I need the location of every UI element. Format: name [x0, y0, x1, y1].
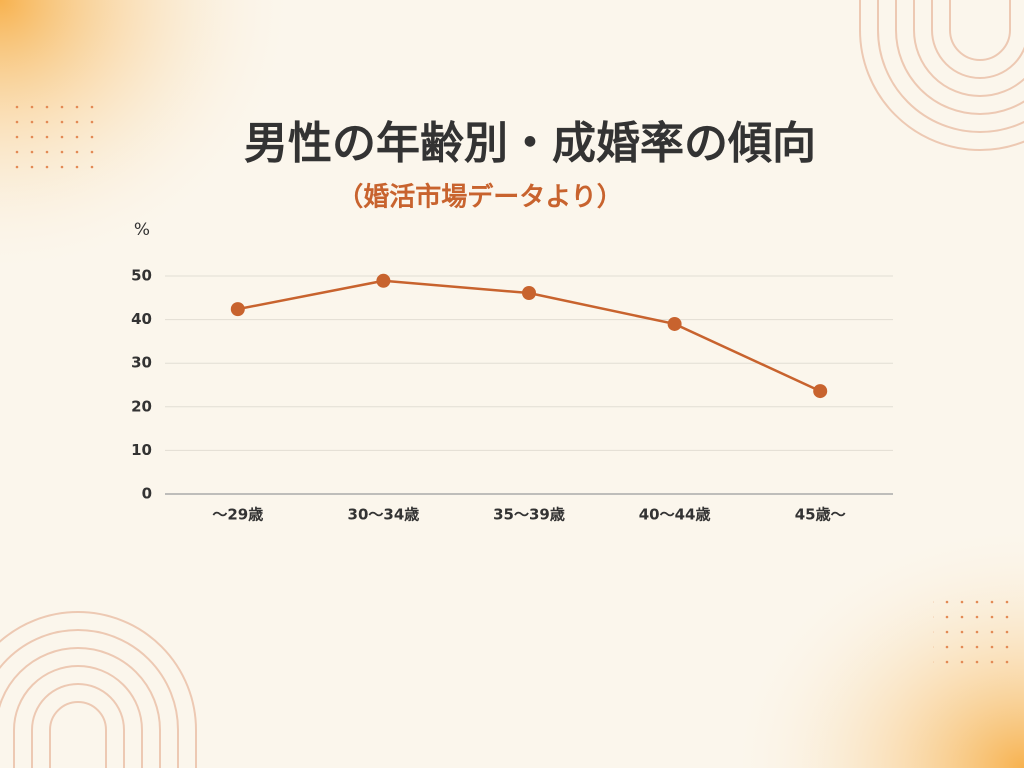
dot-grid — [933, 593, 1013, 669]
dot-grid — [10, 100, 105, 176]
x-tick-label: 30～34歳 — [348, 506, 420, 524]
x-tick-label: 45歳～ — [795, 506, 846, 524]
y-tick-label: 20 — [131, 397, 152, 415]
y-tick-label: 50 — [131, 267, 152, 285]
y-tick-label: 40 — [131, 310, 152, 328]
point — [230, 302, 245, 317]
y-axis-label: % — [134, 220, 150, 240]
x-tick-label: 40～44歳 — [639, 506, 711, 524]
y-tick-label: 0 — [142, 485, 152, 503]
y-tick-label: 30 — [131, 354, 152, 372]
point — [667, 316, 682, 331]
chart-subtitle: （婚活市場データより） — [337, 182, 622, 213]
point — [522, 286, 536, 301]
point — [376, 273, 391, 288]
chart-title: 男性の年齢別・成婚率の傾向 — [244, 118, 816, 169]
x-tick-label: 35～39歳 — [493, 506, 565, 524]
point — [813, 384, 828, 399]
x-tick-label: ～29歳 — [212, 506, 263, 524]
y-tick-label: 10 — [131, 441, 152, 459]
